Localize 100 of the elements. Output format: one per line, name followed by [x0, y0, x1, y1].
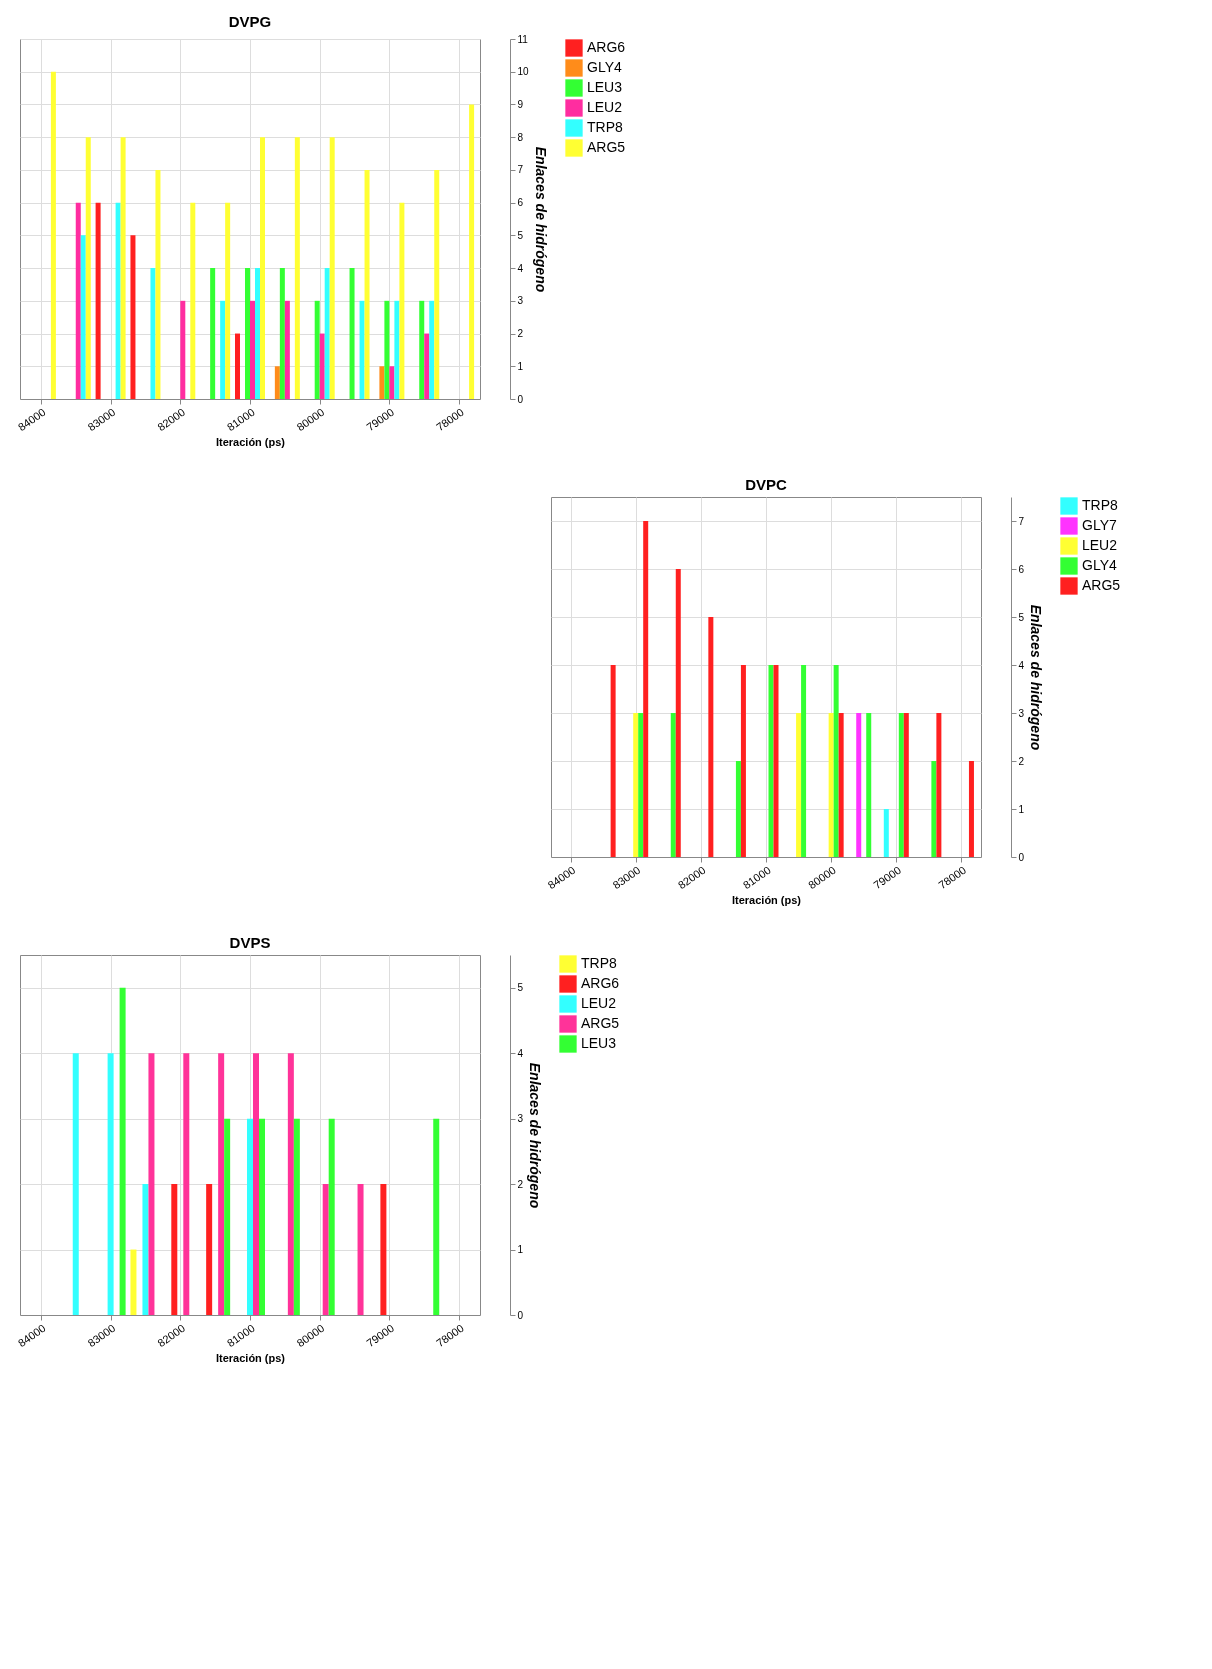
chart-title: DVPS	[229, 934, 271, 951]
legend-label: GLY7	[1082, 517, 1117, 533]
bar	[255, 268, 260, 399]
bar	[740, 665, 746, 857]
y-tick-label: 4	[517, 262, 524, 274]
bar	[235, 333, 240, 399]
bar	[120, 137, 126, 399]
y-tick-label: 4	[517, 1047, 524, 1059]
bar	[883, 809, 889, 857]
bar	[115, 202, 121, 399]
bar	[130, 235, 136, 399]
chart-title: DVPC	[745, 476, 787, 493]
bar	[424, 333, 430, 399]
bar	[380, 1184, 387, 1315]
bar	[359, 300, 365, 399]
bar	[434, 169, 440, 399]
bar	[801, 665, 807, 857]
y-tick-label: 7	[1018, 515, 1025, 527]
bar	[931, 761, 937, 857]
bar	[260, 137, 265, 399]
y-tick-label: 1	[517, 1244, 524, 1256]
bar	[833, 665, 839, 857]
bar	[349, 268, 355, 399]
y-tick-label: 0	[517, 1309, 524, 1321]
legend-label: LEU2	[581, 995, 617, 1011]
y-tick-label: 1	[517, 360, 524, 372]
legend-label: TRP8	[587, 119, 623, 135]
bar	[399, 202, 405, 399]
bar	[379, 366, 385, 399]
y-tick-label: 6	[517, 197, 524, 209]
bar	[220, 300, 226, 399]
bar	[433, 1118, 440, 1315]
x-axis-title: Iteración (ps)	[215, 436, 286, 449]
bar	[936, 713, 942, 857]
bar	[150, 268, 156, 399]
y-tick-label: 3	[517, 295, 524, 307]
bar	[75, 202, 81, 399]
bar	[259, 1118, 265, 1315]
y-tick-label: 9	[517, 98, 524, 110]
bar	[80, 235, 86, 399]
legend-label: LEU2	[587, 99, 623, 115]
bar	[225, 202, 231, 399]
y-tick-label: 10	[517, 66, 530, 78]
bar	[773, 665, 779, 857]
bar	[50, 71, 56, 399]
bar	[245, 268, 250, 399]
y-tick-label: 4	[1018, 659, 1025, 671]
bar	[675, 569, 681, 857]
bar	[364, 169, 370, 399]
bar	[856, 713, 862, 857]
bar	[838, 713, 844, 857]
y-tick-label: 0	[517, 393, 524, 405]
y-tick-label: 0	[1018, 851, 1025, 863]
bar	[171, 1184, 178, 1315]
y-tick-label: 6	[1018, 563, 1025, 575]
bar	[357, 1184, 364, 1315]
bar	[643, 521, 649, 857]
bar	[329, 137, 335, 399]
bar	[287, 1053, 294, 1315]
bar	[866, 713, 872, 857]
bar	[206, 1184, 213, 1315]
bar	[130, 1249, 137, 1315]
y-tick-label: 1	[1018, 803, 1025, 815]
y-axis-title: Enlaces de hidrógeno	[527, 1062, 544, 1209]
bar	[419, 300, 425, 399]
legend-label: ARG5	[587, 139, 626, 155]
bar	[224, 1118, 231, 1315]
bar	[324, 268, 330, 399]
bar	[319, 333, 325, 399]
bar	[155, 169, 161, 399]
y-tick-label: 8	[517, 131, 524, 143]
bar	[314, 300, 320, 399]
bar	[903, 713, 909, 857]
bar	[384, 300, 390, 399]
y-tick-label: 7	[517, 164, 524, 176]
legend-label: LEU3	[587, 79, 623, 95]
legend-label: LEU2	[1082, 537, 1118, 553]
bar	[279, 268, 285, 399]
bar	[670, 713, 676, 857]
bar	[190, 202, 196, 399]
legend-label: GLY4	[1082, 557, 1117, 573]
bar	[107, 1053, 114, 1315]
y-tick-label: 3	[1018, 707, 1025, 719]
bar	[735, 761, 741, 857]
chart-title: DVPG	[228, 13, 272, 30]
bar	[250, 300, 255, 399]
y-tick-label: 2	[1018, 755, 1025, 767]
y-tick-label: 2	[517, 328, 524, 340]
y-tick-label: 11	[517, 33, 529, 45]
x-axis-title: Iteración (ps)	[215, 1352, 286, 1365]
bar	[898, 713, 904, 857]
bar	[284, 300, 290, 399]
x-axis-title: Iteración (ps)	[731, 894, 802, 907]
bar	[389, 366, 395, 399]
bar	[253, 1053, 259, 1315]
bar	[95, 202, 101, 399]
bar	[633, 713, 639, 857]
bar	[183, 1053, 190, 1315]
bar	[796, 713, 802, 857]
y-axis-title: Enlaces de hidrógeno	[532, 146, 549, 293]
